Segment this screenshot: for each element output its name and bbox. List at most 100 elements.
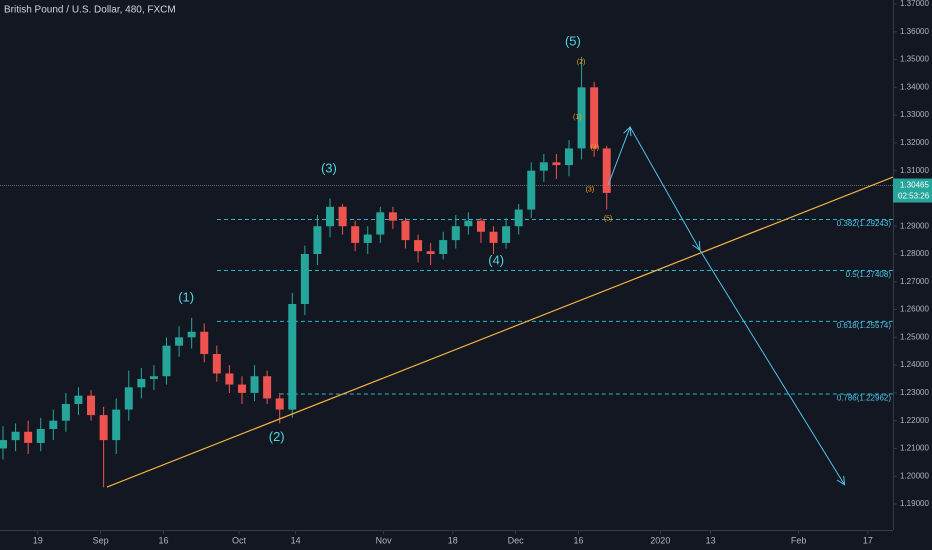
candle-body [225,373,234,385]
y-tick-label: 1.20000 [900,471,929,480]
candle-body [263,376,272,399]
candle-body [602,148,611,193]
y-tick-label: 1.27000 [900,277,929,286]
candle-body [275,398,284,410]
candle-body [124,387,133,410]
y-tick-label: 1.31000 [900,166,929,175]
x-tick-label: 14 [291,535,301,545]
candle-body [237,384,246,393]
wave-label: (3) [321,160,337,175]
x-tick-label: Feb [791,535,807,545]
y-tick-label: 1.33000 [900,110,929,119]
candle-body [212,354,221,374]
subwave-label: (1) [573,114,582,121]
candle-body [476,220,485,232]
y-tick-label: 1.24000 [900,360,929,369]
subwave-label: (3) [586,187,595,194]
candle-body [464,220,473,227]
candle-body [162,345,171,377]
x-tick-label: Sep [93,535,109,545]
candle-body [414,240,423,252]
subwave-label: (2) [577,59,586,66]
candle-body [11,431,20,441]
y-tick-label: 1.35000 [900,55,929,64]
candle-body [200,331,209,354]
y-tick-label: 1.21000 [900,444,929,453]
y-tick-label: 1.19000 [900,499,929,508]
wave-label: (5) [565,33,581,48]
fib-label: 0.786(1.22962) [837,394,892,403]
arrow-head [623,125,632,137]
candle-body [502,226,511,243]
y-tick-label: 1.28000 [900,249,929,258]
fib-label: 0.382(1.29243) [837,219,892,228]
arrow-head [836,475,846,486]
candle-body [112,409,121,441]
x-tick-label: 16 [158,535,168,545]
y-tick-label: 1.29000 [900,221,929,230]
candle-body [36,429,45,443]
candle-body [376,212,385,235]
y-tick-label: 1.37000 [900,0,929,8]
x-tick-label: 16 [574,535,584,545]
subwave-label: (5) [604,216,613,223]
candle-body [300,254,309,304]
candle-body [363,234,372,243]
candle-body [137,379,146,388]
y-tick-label: 1.23000 [900,388,929,397]
candle-body [388,212,397,221]
x-tick-label: 19 [33,535,43,545]
candle-body [590,87,599,149]
candle-body [313,226,322,254]
candle-body [0,440,7,449]
candle-body [61,404,70,421]
candle-body [514,209,523,227]
candle-body [401,220,410,241]
candle-body [451,226,460,241]
candle-body [577,87,586,149]
trendline [106,176,894,488]
candle-body [489,231,498,243]
x-tick-label: Dec [508,535,525,545]
x-tick-label: Nov [376,535,393,545]
wave-label: (1) [178,289,194,304]
candle-body [527,170,536,210]
y-tick-label: 1.26000 [900,305,929,314]
last-price-label: 1.30465 [900,181,929,190]
wave-label: (4) [488,252,504,267]
last-price-box [893,178,932,203]
candle-body [552,162,561,166]
candle-body [351,226,360,243]
x-tick-label: 18 [448,535,458,545]
countdown-label: 02:53:26 [898,192,930,201]
fib-label: 0.5(1.27408) [846,270,892,279]
candle-body [564,148,573,166]
candle-body [326,206,335,227]
candle-body [187,331,196,338]
candle-body [338,206,347,227]
candle-body [74,395,83,404]
candle-body [426,251,435,254]
x-tick-label: 13 [706,535,716,545]
candle-body [175,337,184,346]
x-tick-label: Oct [232,535,247,545]
candle-body [250,376,259,393]
y-tick-label: 1.36000 [900,27,929,36]
candle-body [24,431,33,443]
candle-body [288,304,297,410]
candle-body [99,415,108,441]
x-tick-label: 2020 [650,535,670,545]
candle-body [49,420,58,429]
wave-label: (2) [269,429,285,444]
arrow-head [692,241,701,252]
subwave-label: (4) [591,145,600,152]
candle-body [87,395,96,416]
candle-body [149,376,158,379]
y-tick-label: 1.25000 [900,332,929,341]
projection-path [607,125,846,486]
chart-title: British Pound / U.S. Dollar, 480, FXCM [4,5,176,16]
fib-label: 0.618(1.25574) [837,321,892,330]
y-tick-label: 1.34000 [900,82,929,91]
